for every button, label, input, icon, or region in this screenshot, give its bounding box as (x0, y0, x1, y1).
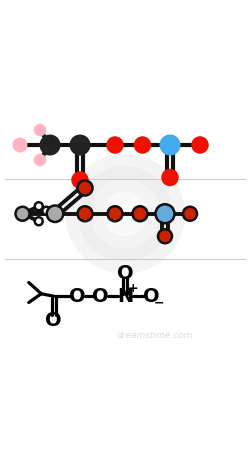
Text: dreamstime.com: dreamstime.com (117, 330, 193, 339)
Circle shape (70, 135, 90, 156)
Circle shape (134, 136, 151, 154)
Circle shape (108, 206, 122, 221)
Circle shape (34, 124, 46, 136)
Circle shape (160, 135, 180, 156)
Text: O: O (69, 287, 86, 306)
Circle shape (71, 171, 89, 189)
Text: −: − (154, 297, 164, 310)
Text: O: O (92, 287, 108, 306)
Text: O: O (46, 310, 62, 329)
Circle shape (161, 169, 179, 186)
Circle shape (158, 229, 172, 243)
Circle shape (78, 180, 92, 195)
Circle shape (156, 204, 174, 223)
Circle shape (183, 207, 197, 221)
Text: O: O (143, 287, 160, 306)
Circle shape (42, 207, 50, 215)
Circle shape (132, 206, 148, 221)
Circle shape (16, 207, 30, 221)
Circle shape (34, 154, 46, 166)
Circle shape (47, 206, 63, 222)
Circle shape (106, 136, 124, 154)
Circle shape (40, 135, 60, 156)
Text: +: + (127, 282, 138, 295)
Circle shape (78, 206, 92, 221)
Circle shape (191, 136, 209, 154)
Text: O: O (117, 264, 133, 283)
Circle shape (35, 217, 43, 225)
Text: N: N (117, 287, 133, 306)
Circle shape (12, 138, 28, 153)
Circle shape (35, 202, 43, 210)
